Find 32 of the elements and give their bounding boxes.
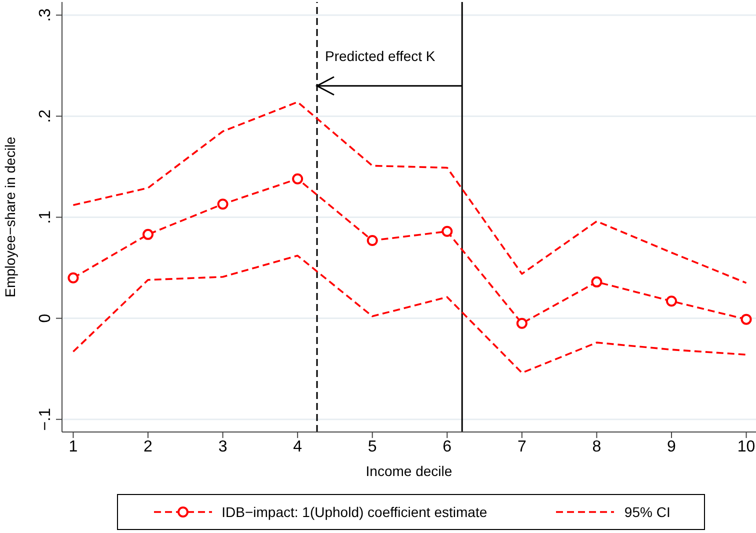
annotation: Predicted effect K — [325, 48, 436, 64]
x-tick-label: 6 — [442, 438, 452, 456]
line-series — [72, 101, 748, 284]
x-tick-label: 2 — [144, 438, 153, 456]
legend-label: 95% CI — [624, 504, 670, 520]
point — [516, 318, 528, 329]
point — [442, 226, 453, 237]
y-tick-label: .1 — [37, 210, 54, 224]
point — [366, 234, 378, 246]
point — [740, 314, 752, 325]
point — [217, 198, 228, 210]
x-tick-label: 10 — [737, 438, 756, 456]
point — [142, 228, 154, 240]
x-tick-label: 4 — [293, 438, 302, 456]
y-tick-label: .3 — [37, 8, 54, 22]
y-tick-label: −.1 — [37, 408, 54, 431]
point — [68, 272, 79, 284]
point — [292, 173, 304, 184]
legend-label: IDB−impact: 1(Uphold) coefficient estimate — [222, 504, 488, 520]
point — [666, 296, 677, 307]
x-tick-label: 9 — [667, 438, 676, 456]
y-tick-label: .2 — [37, 109, 54, 123]
y-axis-title: Employee−share in decile — [2, 136, 18, 298]
x-tick-label: 7 — [517, 438, 526, 456]
x-tick-label: 3 — [218, 438, 228, 456]
line-series — [72, 254, 748, 374]
x-tick-label: 1 — [68, 438, 78, 456]
x-axis-title: Income decile — [366, 463, 452, 479]
x-tick-label: 8 — [592, 438, 602, 456]
x-tick-label: 5 — [368, 438, 377, 456]
y-tick-label: 0 — [37, 314, 54, 323]
point — [591, 276, 602, 288]
